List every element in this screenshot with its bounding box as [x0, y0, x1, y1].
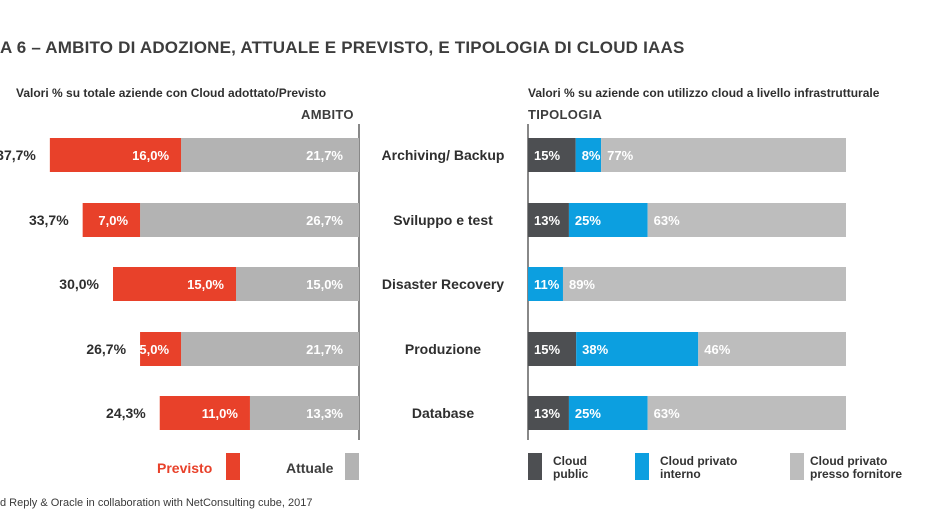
bar-privato-interno-label: 8% [582, 148, 601, 163]
bar-previsto [82, 203, 141, 237]
bar-attuale-label: 13,3% [306, 406, 343, 421]
bar-privato-fornitore-label: 77% [607, 148, 633, 163]
legend-public-line2: public [553, 467, 589, 481]
total-label: 37,7% [0, 147, 36, 163]
legend-privato-interno-line1: Cloud privato [660, 454, 738, 468]
bar-previsto-label: 15,0% [187, 277, 224, 292]
legend-privato-fornitore-label: Cloud privato presso fornitore [810, 455, 902, 481]
legend-public-label: Cloud public [553, 455, 588, 481]
bar-privato-interno-label: 11% [534, 277, 560, 292]
category-label: Database [412, 405, 474, 421]
bar-previsto-label: 11,0% [202, 406, 239, 421]
legend-privato-fornitore-line2: presso fornitore [810, 467, 903, 481]
legend-public-line1: Cloud [553, 454, 587, 468]
legend-privato-interno-swatch [635, 453, 649, 480]
bar-privato-fornitore [647, 203, 846, 237]
category-label: Archiving/ Backup [382, 147, 505, 163]
legend-previsto-label: Previsto [157, 460, 213, 476]
total-label: 24,3% [106, 405, 146, 421]
bar-previsto-label: 5,0% [139, 342, 169, 357]
total-label: 26,7% [86, 341, 126, 357]
bar-public-label: 13% [534, 213, 560, 228]
bar-privato-interno [576, 332, 699, 366]
bar-public [528, 138, 576, 172]
category-label: Produzione [405, 341, 481, 357]
bar-privato-interno-label: 38% [582, 342, 608, 357]
total-label: 33,7% [29, 212, 69, 228]
bar-privato-fornitore-label: 63% [654, 213, 680, 228]
bar-privato-fornitore [601, 138, 846, 172]
bar-attuale-label: 26,7% [306, 213, 343, 228]
bar-attuale [181, 138, 359, 172]
category-label: Sviluppo e test [393, 212, 493, 228]
bar-attuale [181, 332, 359, 366]
category-label: Disaster Recovery [382, 276, 504, 292]
source-note: d Reply & Oracle in collaboration with N… [0, 497, 313, 509]
legend-privato-interno-line2: interno [660, 467, 701, 481]
bar-public [528, 203, 569, 237]
bar-privato-interno-label: 25% [575, 406, 601, 421]
bar-public [528, 332, 577, 366]
chart-title: A 6 – AMBITO DI ADOZIONE, ATTUALE E PREV… [0, 38, 685, 57]
bar-public-label: 15% [534, 342, 560, 357]
bar-privato-interno [528, 267, 563, 301]
bar-attuale [249, 396, 359, 430]
legend-attuale-swatch [345, 453, 359, 480]
bar-attuale [140, 203, 359, 237]
bar-previsto [140, 332, 182, 366]
left-subtitle: Valori % su totale aziende con Cloud ado… [16, 86, 327, 100]
bar-public [528, 396, 569, 430]
bar-previsto [159, 396, 250, 430]
right-header-tipologia: TIPOLOGIA [528, 107, 603, 122]
bar-privato-fornitore-label: 46% [704, 342, 730, 357]
bar-attuale-label: 21,7% [306, 342, 343, 357]
bar-previsto [49, 138, 182, 172]
total-label: 30,0% [59, 276, 99, 292]
legend-privato-fornitore-line1: Cloud privato [810, 454, 888, 468]
right-subtitle: Valori % su aziende con utilizzo cloud a… [528, 86, 880, 100]
bar-privato-fornitore-label: 89% [569, 277, 595, 292]
left-header-ambito: AMBITO [301, 107, 354, 122]
bar-privato-interno [568, 396, 648, 430]
bar-privato-interno-label: 25% [575, 213, 601, 228]
bar-privato-fornitore [562, 267, 846, 301]
bar-privato-fornitore-label: 63% [654, 406, 680, 421]
bar-attuale-label: 15,0% [306, 277, 343, 292]
bar-attuale [236, 267, 359, 301]
legend-previsto-swatch [226, 453, 240, 480]
legend-privato-interno-label: Cloud privato interno [660, 455, 737, 481]
legend-privato-fornitore-swatch [790, 453, 804, 480]
legend-public-swatch [528, 453, 542, 480]
bar-privato-fornitore [698, 332, 846, 366]
legend-attuale-label: Attuale [286, 460, 334, 476]
bar-privato-interno [568, 203, 648, 237]
bar-privato-fornitore [647, 396, 846, 430]
bar-privato-interno [575, 138, 602, 172]
bar-previsto [113, 267, 236, 301]
bar-public-label: 15% [534, 148, 560, 163]
bar-previsto-label: 16,0% [132, 148, 169, 163]
bar-public-label: 13% [534, 406, 560, 421]
bar-previsto-label: 7,0% [98, 213, 128, 228]
bar-attuale-label: 21,7% [306, 148, 343, 163]
